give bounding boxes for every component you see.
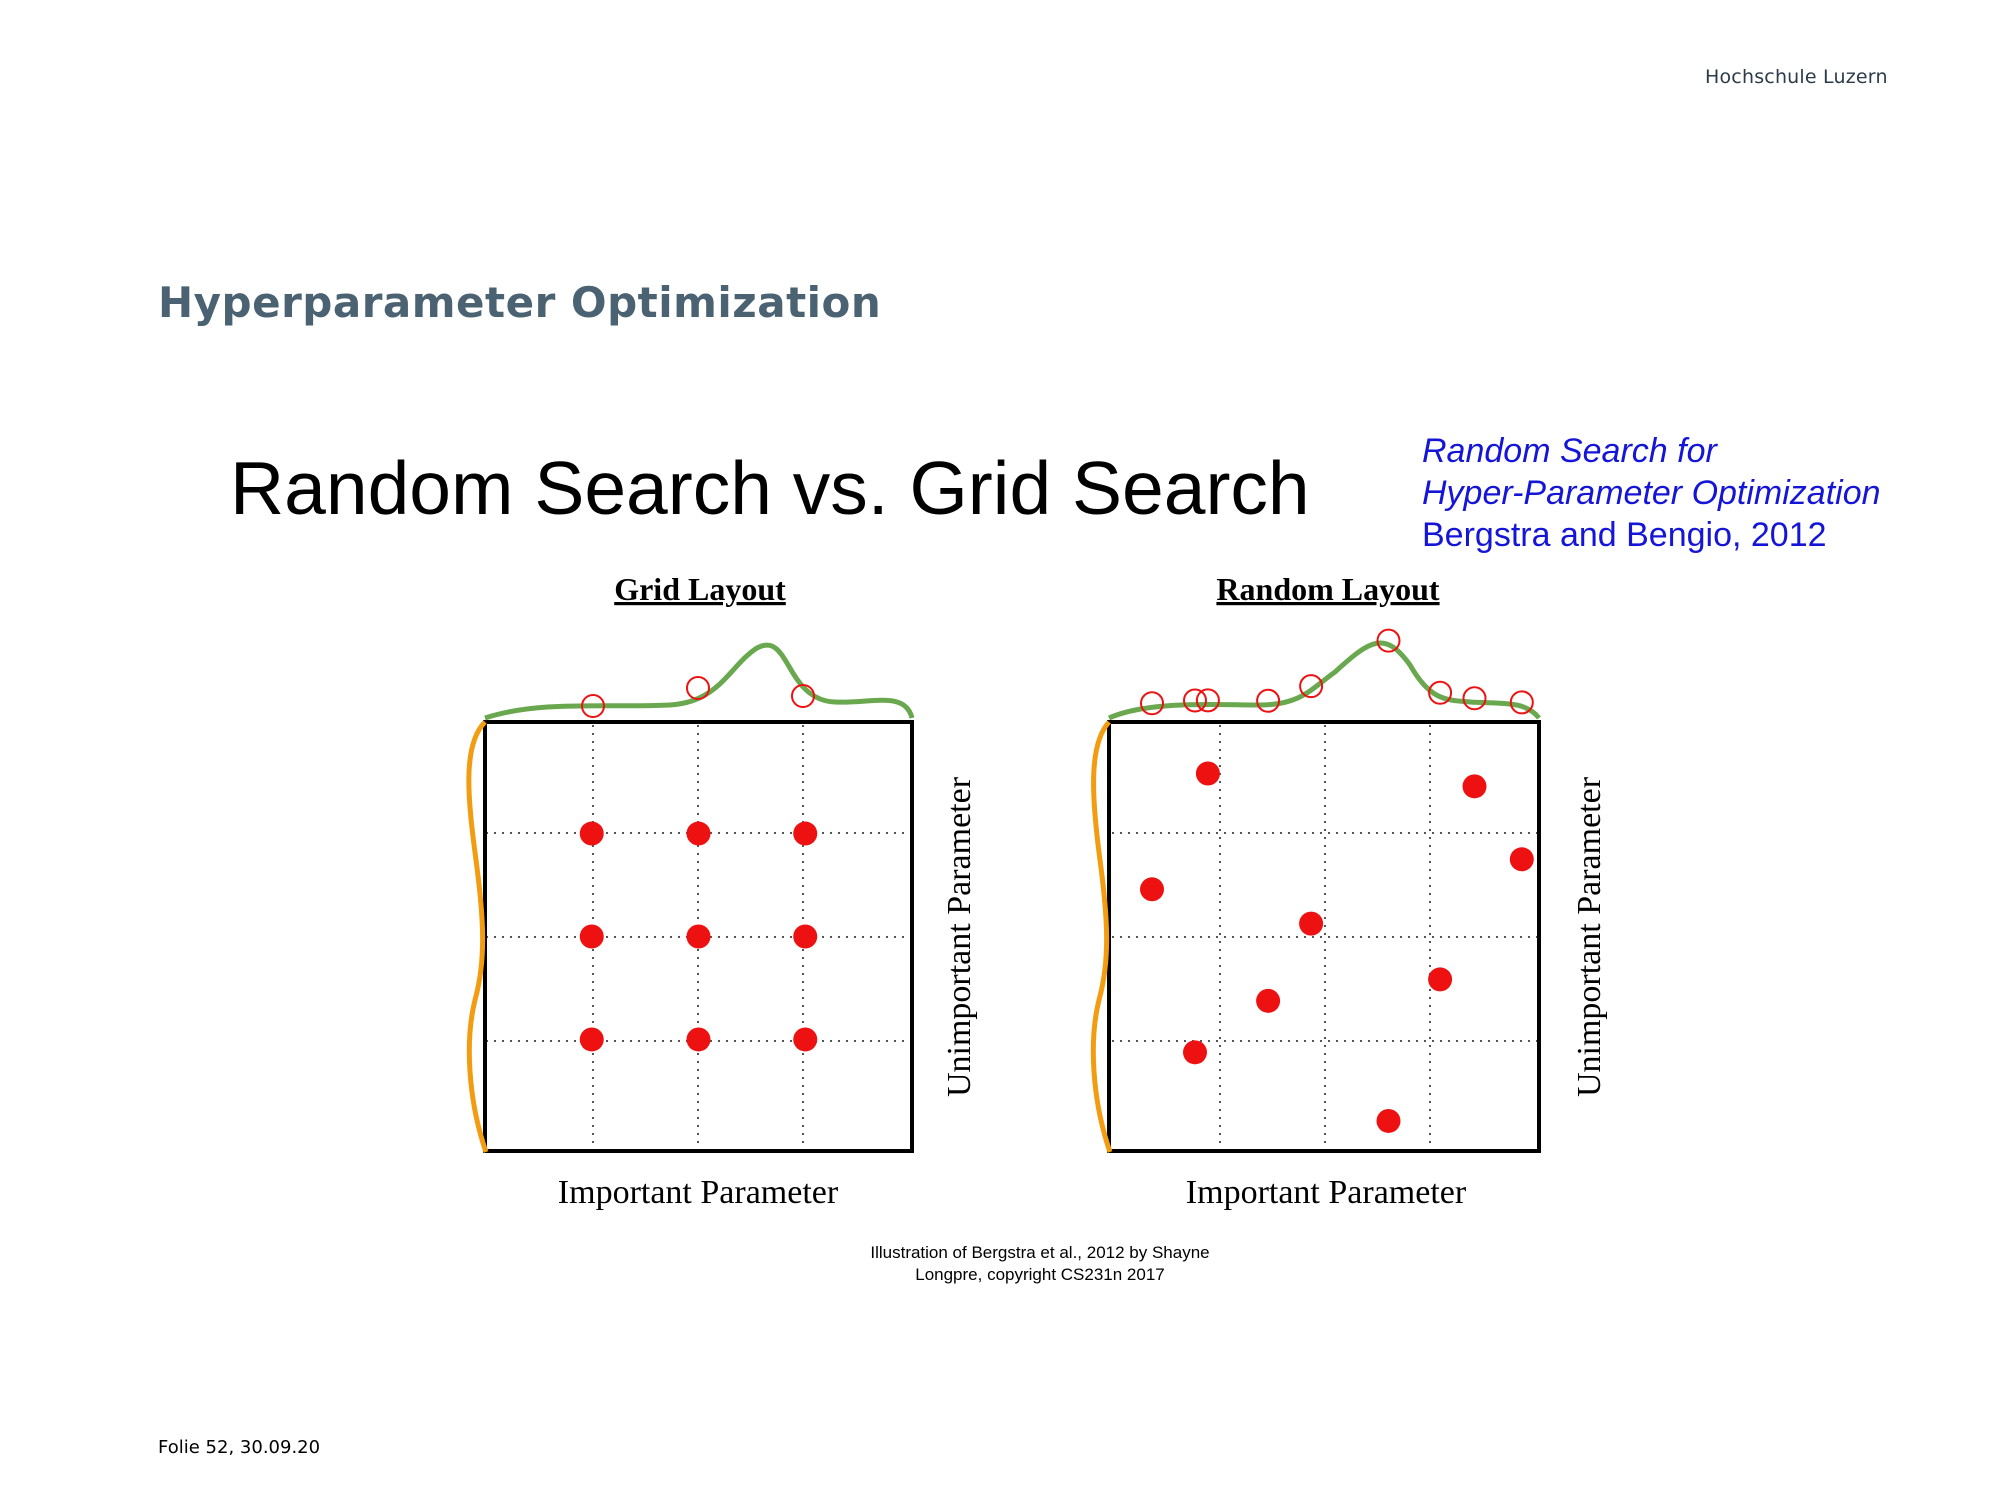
random-projection-marker [1462,686,1487,711]
grid-y-axis-label: Unimportant Parameter [941,776,978,1097]
credit-line2: Longpre, copyright CS231n 2017 [915,1265,1165,1284]
grid-sample-point [686,821,711,846]
grid-sample-point [793,1027,818,1052]
grid-side-curve [466,720,489,1153]
random-projection-marker [1195,688,1220,713]
random-panel-title: Random Layout [1216,571,1440,607]
section-title: Hyperparameter Optimization [158,278,882,327]
footer-slide-number: 52, [205,1437,235,1458]
grid-layout-panel: Grid Layout Important Parameter Unimport… [466,571,978,1211]
credit-line1: Illustration of Bergstra et al., 2012 by… [870,1243,1210,1262]
random-side-curve [1090,720,1113,1153]
grid-sample-point [793,924,818,949]
random-projection-marker [1183,688,1207,713]
random-y-axis-label: Unimportant Parameter [1571,776,1608,1097]
slide-footer: Folie 52, 30.09.20 [158,1437,320,1458]
random-sample-point [1195,761,1220,786]
random-projection-marker [1299,674,1324,699]
random-sample-point [1376,1108,1401,1133]
random-sample-point [1299,911,1324,936]
grid-x-axis-label: Important Parameter [558,1174,839,1211]
random-x-axis-label: Important Parameter [1186,1174,1467,1211]
random-projection-marker [1256,688,1281,713]
grid-sample-point [579,821,604,846]
slide-title: Random Search vs. Grid Search [230,446,1310,530]
random-projection-marker [1428,680,1453,705]
random-projection-markers [1140,628,1534,716]
random-sample-point [1509,847,1534,872]
illustration-credit: Illustration of Bergstra et al., 2012 by… [840,1242,1240,1286]
grid-top-curve [484,642,915,721]
random-top-curve [1107,640,1541,721]
random-sample-point [1183,1040,1207,1065]
random-sample-point [1140,877,1164,902]
random-layout-panel: Random Layout Important Parameter Unimpo… [1090,571,1608,1211]
random-sample-points [1140,761,1534,1133]
random-projection-marker [1509,690,1534,715]
random-projection-marker [1376,628,1401,653]
grid-sample-point [793,821,818,846]
brand-logo-text: Hochschule Luzern [1705,66,1888,88]
grid-projection-marker [686,676,710,700]
reference-block: Random Search for Hyper-Parameter Optimi… [1422,430,1881,556]
footer-date: 30.09.20 [239,1437,321,1458]
reference-title-line1: Random Search for [1422,432,1717,470]
grid-sample-points [579,821,818,1052]
random-projection-marker [1140,691,1164,716]
reference-title-line2: Hyper-Parameter Optimization [1422,474,1881,512]
footer-label: Folie [158,1437,200,1458]
random-sample-point [1428,967,1453,992]
grid-sample-point [579,1027,604,1052]
random-sample-point [1256,988,1281,1013]
grid-projection-marker [581,694,605,718]
grid-sample-point [579,924,604,949]
reference-authors: Bergstra and Bengio, 2012 [1422,516,1827,554]
grid-panel-title: Grid Layout [614,571,786,607]
grid-projection-marker [791,684,815,708]
grid-sample-point [686,1027,711,1052]
grid-sample-point [686,924,711,949]
random-sample-point [1462,774,1487,799]
